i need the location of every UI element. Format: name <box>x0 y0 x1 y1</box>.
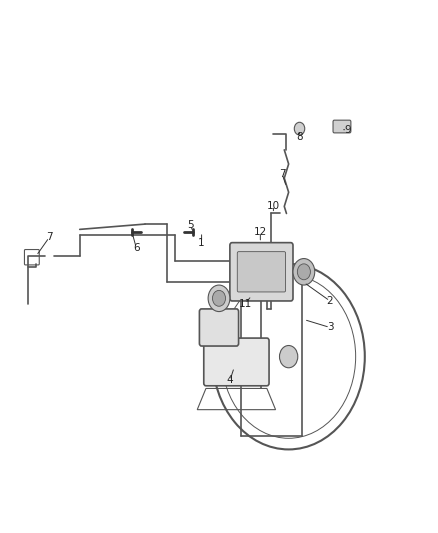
Circle shape <box>294 122 305 135</box>
Text: 10: 10 <box>267 200 280 211</box>
Text: 7: 7 <box>46 232 53 243</box>
Text: 1: 1 <box>198 238 205 248</box>
Circle shape <box>297 264 311 280</box>
Circle shape <box>212 290 226 306</box>
Text: 12: 12 <box>254 227 267 237</box>
Text: 4: 4 <box>226 375 233 385</box>
Text: 2: 2 <box>327 296 333 306</box>
Text: 5: 5 <box>187 220 194 230</box>
FancyBboxPatch shape <box>230 243 293 301</box>
FancyBboxPatch shape <box>333 120 351 133</box>
Circle shape <box>293 259 315 285</box>
Text: 6: 6 <box>133 243 140 253</box>
FancyBboxPatch shape <box>199 309 239 346</box>
Circle shape <box>208 285 230 312</box>
Text: 3: 3 <box>327 322 333 333</box>
Text: 11: 11 <box>238 298 252 309</box>
FancyBboxPatch shape <box>204 338 269 386</box>
Text: 8: 8 <box>296 132 303 142</box>
Circle shape <box>279 345 298 368</box>
FancyBboxPatch shape <box>237 252 286 292</box>
Text: 9: 9 <box>344 125 351 135</box>
Text: 7: 7 <box>279 169 286 179</box>
